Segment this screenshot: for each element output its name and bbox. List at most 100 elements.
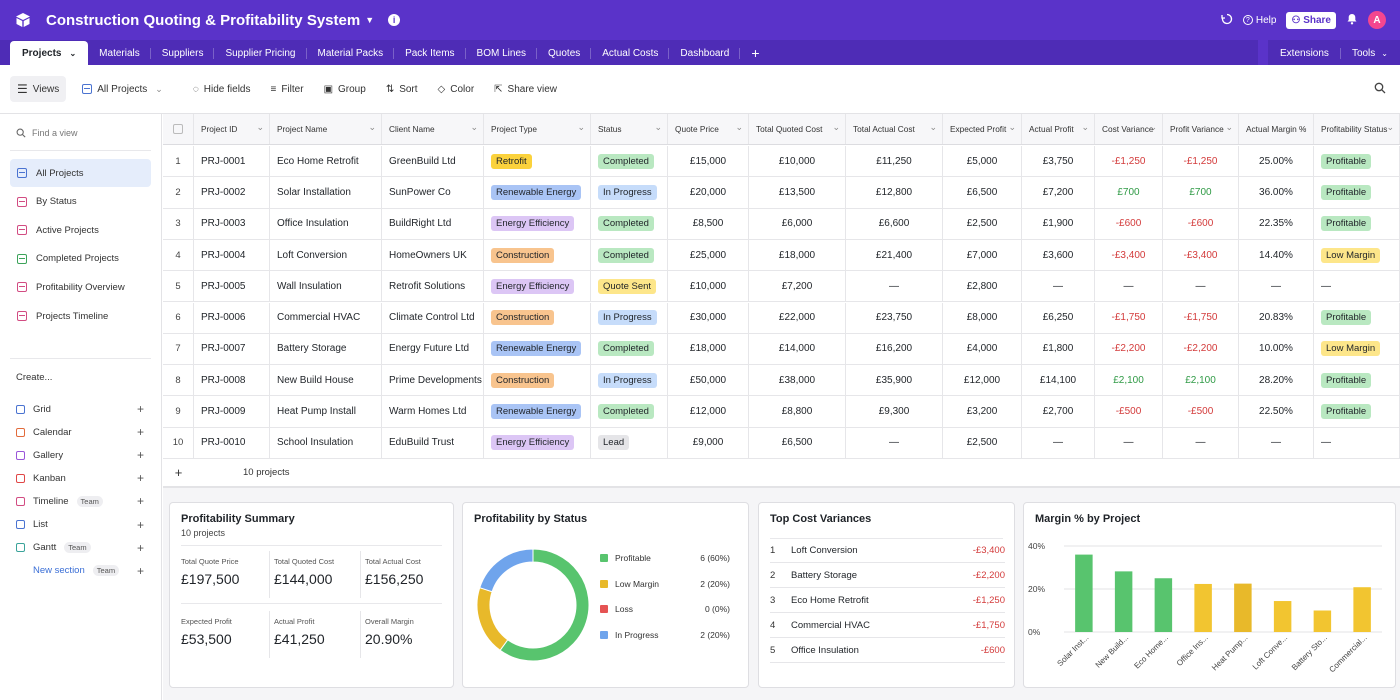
tab-supplier-pricing[interactable]: Supplier Pricing bbox=[214, 41, 307, 65]
cell-acost[interactable]: £23,750 bbox=[846, 302, 943, 333]
table-row[interactable]: 4 PRJ-0004 Loft Conversion HomeOwners UK Con… bbox=[163, 239, 1400, 272]
cell-cvar[interactable]: — bbox=[1095, 427, 1163, 458]
cell-n[interactable]: 8 bbox=[163, 365, 194, 396]
cell-type[interactable]: Construction bbox=[484, 302, 591, 333]
cell-margin[interactable]: — bbox=[1239, 271, 1314, 302]
cell-id[interactable]: PRJ-0004 bbox=[194, 239, 270, 271]
cell-id[interactable]: PRJ-0008 bbox=[194, 365, 270, 396]
cell-type[interactable]: Construction bbox=[484, 365, 591, 396]
table-row[interactable]: 6 PRJ-0006 Commercial HVAC Climate Control … bbox=[163, 302, 1400, 334]
table-row[interactable]: 10 PRJ-0010 School Insulation EduBuild Trus… bbox=[163, 427, 1400, 459]
cell-cvar[interactable]: -£2,200 bbox=[1095, 333, 1163, 365]
variance-row[interactable]: 2 Battery Storage -£2,200 bbox=[770, 563, 1005, 588]
cell-name[interactable]: School Insulation bbox=[270, 427, 382, 458]
column-header[interactable]: Project ID bbox=[194, 114, 270, 144]
cell-qcost[interactable]: £8,800 bbox=[749, 396, 846, 427]
cell-type[interactable]: Construction bbox=[484, 239, 591, 271]
cell-pvar[interactable]: £2,100 bbox=[1163, 365, 1239, 396]
share-view-button[interactable]: ⇱ Share view bbox=[494, 84, 557, 95]
cell-pstatus[interactable]: Low Margin bbox=[1314, 333, 1400, 365]
cell-qcost[interactable]: £22,000 bbox=[749, 302, 846, 333]
cell-client[interactable]: HomeOwners UK bbox=[382, 239, 484, 271]
sidebar-view-item[interactable]: All Projects bbox=[10, 159, 151, 187]
cell-cvar[interactable]: -£1,750 bbox=[1095, 302, 1163, 333]
bar[interactable] bbox=[1114, 571, 1133, 632]
cell-acost[interactable]: £21,400 bbox=[846, 239, 943, 271]
extensions-button[interactable]: Extensions bbox=[1268, 41, 1341, 65]
cell-id[interactable]: PRJ-0009 bbox=[194, 396, 270, 427]
bar[interactable] bbox=[1313, 610, 1332, 633]
cell-id[interactable]: PRJ-0010 bbox=[194, 427, 270, 458]
cell-qcost[interactable]: £18,000 bbox=[749, 239, 846, 271]
cell-client[interactable]: GreenBuild Ltd bbox=[382, 146, 484, 177]
bar[interactable] bbox=[1154, 578, 1173, 632]
table-row[interactable]: 1 PRJ-0001 Eco Home Retrofit GreenBuild Ltd… bbox=[163, 146, 1400, 178]
cell-quote[interactable]: £18,000 bbox=[668, 333, 749, 365]
cell-pstatus[interactable]: Profitable bbox=[1314, 177, 1400, 208]
cell-id[interactable]: PRJ-0001 bbox=[194, 146, 270, 177]
cell-status[interactable]: Completed bbox=[591, 396, 668, 427]
cell-n[interactable]: 7 bbox=[163, 333, 194, 365]
cell-name[interactable]: New Build House bbox=[270, 365, 382, 396]
table-row[interactable]: 2 PRJ-0002 Solar Installation SunPower Co Re… bbox=[163, 177, 1400, 209]
bar[interactable] bbox=[1075, 554, 1093, 632]
tab-bom-lines[interactable]: BOM Lines bbox=[466, 41, 538, 65]
cell-quote[interactable]: £8,500 bbox=[668, 208, 749, 239]
column-header[interactable]: Project Type bbox=[484, 114, 591, 144]
cell-aprofit[interactable]: £14,100 bbox=[1022, 365, 1095, 396]
app-title[interactable]: Construction Quoting & Profitability Sys… bbox=[46, 11, 361, 29]
tab-quotes[interactable]: Quotes bbox=[537, 41, 592, 65]
cell-pvar[interactable]: — bbox=[1163, 271, 1239, 302]
cell-status[interactable]: Quote Sent bbox=[591, 271, 668, 302]
cell-name[interactable]: Commercial HVAC bbox=[270, 302, 382, 333]
cell-pvar[interactable]: -£500 bbox=[1163, 396, 1239, 427]
table-row[interactable]: 7 PRJ-0007 Battery Storage Energy Future Lt… bbox=[163, 333, 1400, 366]
variance-row[interactable]: 1 Loft Conversion -£3,400 bbox=[770, 538, 1005, 563]
cell-n[interactable]: 6 bbox=[163, 302, 194, 333]
table-row[interactable]: 5 PRJ-0005 Wall Insulation Retrofit Solutio… bbox=[163, 271, 1400, 303]
cell-aprofit[interactable]: £1,900 bbox=[1022, 208, 1095, 239]
table-row[interactable]: 8 PRJ-0008 New Build House Prime Developmen… bbox=[163, 365, 1400, 397]
cell-pvar[interactable]: -£1,750 bbox=[1163, 302, 1239, 333]
cell-name[interactable]: Battery Storage bbox=[270, 333, 382, 365]
cell-id[interactable]: PRJ-0005 bbox=[194, 271, 270, 302]
cell-id[interactable]: PRJ-0003 bbox=[194, 208, 270, 239]
column-header[interactable]: Client Name bbox=[382, 114, 484, 144]
cell-type[interactable]: Energy Efficiency bbox=[484, 271, 591, 302]
add-plus-icon[interactable]: + bbox=[136, 425, 144, 440]
cell-aprofit[interactable]: £2,700 bbox=[1022, 396, 1095, 427]
hide-fields-button[interactable]: ◌ Hide fields bbox=[193, 84, 251, 95]
add-table-plus-icon[interactable]: + bbox=[751, 45, 760, 61]
view-switcher[interactable]: All Projects ⌄ bbox=[82, 84, 163, 95]
views-button[interactable]: ☰ Views bbox=[10, 76, 67, 102]
sidebar-view-item[interactable]: Completed Projects bbox=[10, 245, 151, 273]
bar[interactable] bbox=[1353, 587, 1371, 632]
column-header[interactable]: Profit Variance bbox=[1163, 114, 1239, 144]
add-plus-icon[interactable]: + bbox=[136, 517, 144, 532]
tab-suppliers[interactable]: Suppliers bbox=[151, 41, 215, 65]
tab-materials[interactable]: Materials bbox=[88, 41, 151, 65]
cell-client[interactable]: SunPower Co bbox=[382, 177, 484, 208]
cell-type[interactable]: Retrofit bbox=[484, 146, 591, 177]
column-header[interactable]: Cost Variance bbox=[1095, 114, 1163, 144]
help-button[interactable]: ? Help bbox=[1242, 15, 1276, 26]
cell-eprofit[interactable]: £3,200 bbox=[943, 396, 1022, 427]
cell-status[interactable]: In Progress bbox=[591, 365, 668, 396]
cell-acost[interactable]: £11,250 bbox=[846, 146, 943, 177]
cell-type[interactable]: Renewable Energy bbox=[484, 396, 591, 427]
cell-margin[interactable]: 20.83% bbox=[1239, 302, 1314, 333]
cell-type[interactable]: Energy Efficiency bbox=[484, 208, 591, 239]
cell-aprofit[interactable]: £3,600 bbox=[1022, 239, 1095, 271]
cell-client[interactable]: BuildRight Ltd bbox=[382, 208, 484, 239]
cell-qcost[interactable]: £6,500 bbox=[749, 427, 846, 458]
table-row[interactable]: 3 PRJ-0003 Office Insulation BuildRight Ltd… bbox=[163, 208, 1400, 240]
search-icon[interactable] bbox=[1374, 82, 1386, 97]
history-icon[interactable] bbox=[1221, 13, 1233, 28]
color-button[interactable]: ◇ Color bbox=[438, 84, 475, 95]
chevron-down-icon[interactable]: ⌄ bbox=[69, 48, 77, 58]
user-avatar[interactable]: A bbox=[1368, 11, 1386, 29]
cell-type[interactable]: Renewable Energy bbox=[484, 177, 591, 208]
cell-type[interactable]: Renewable Energy bbox=[484, 333, 591, 365]
donut-slice[interactable] bbox=[476, 587, 509, 651]
cell-client[interactable]: Retrofit Solutions bbox=[382, 271, 484, 302]
